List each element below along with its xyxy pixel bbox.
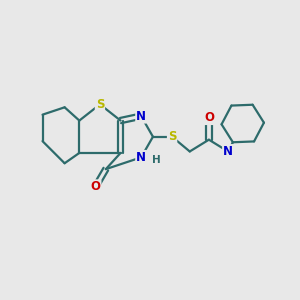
Text: N: N [136,151,146,164]
Text: H: H [152,155,161,165]
Text: O: O [91,180,100,193]
Text: O: O [204,111,214,124]
Text: N: N [136,110,146,123]
Text: S: S [168,130,176,143]
Text: N: N [223,145,233,158]
Text: S: S [96,98,104,111]
